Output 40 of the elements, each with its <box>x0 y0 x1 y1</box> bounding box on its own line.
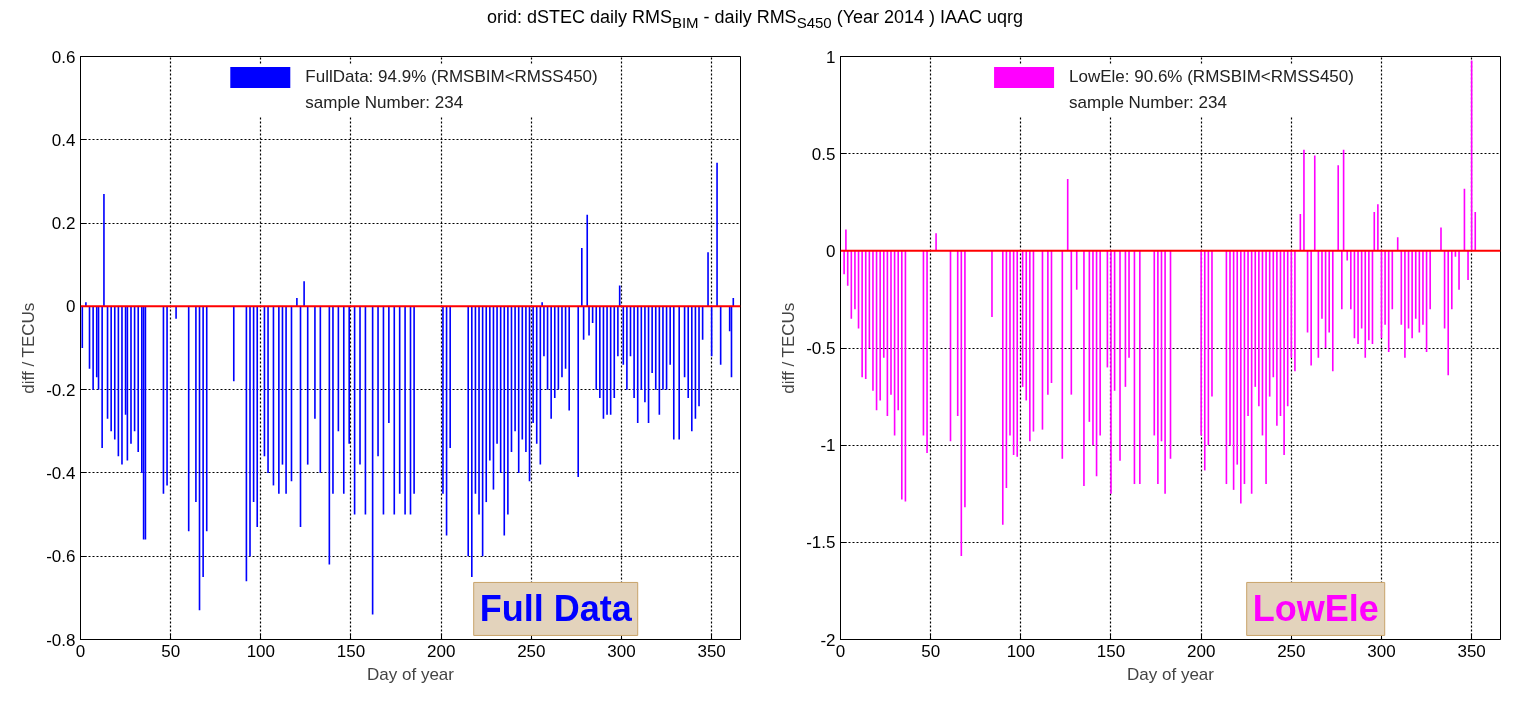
x-axis-title: Day of year <box>367 664 455 684</box>
x-tick-label: 300 <box>1367 641 1396 661</box>
y-tick-label: 0 <box>826 241 836 261</box>
annotation: sample Number: 234 <box>1069 92 1227 114</box>
y-axis-title: diff / TECUs <box>779 302 799 394</box>
x-tick-label: 200 <box>1186 641 1216 661</box>
y-tick-label: -2 <box>820 630 836 650</box>
y-tick-label: 0.2 <box>51 214 76 234</box>
x-tick-label: 150 <box>336 641 366 661</box>
x-tick-label: 250 <box>517 641 546 661</box>
y-tick-label: 0.6 <box>51 47 76 67</box>
y-tick-label: 0.4 <box>51 130 76 150</box>
legend-label: LowEle: 90.6% (RMSBIM<RMSS450) <box>1069 66 1354 88</box>
x-tick-label: 50 <box>921 641 941 661</box>
x-axis-title: Day of year <box>1127 664 1215 684</box>
x-tick-label: 200 <box>426 641 456 661</box>
annotation: sample Number: 234 <box>305 92 464 114</box>
annotation: LowEle <box>1252 588 1379 630</box>
y-axis-title: diff / TECUs <box>19 302 39 394</box>
annotation: Full Data <box>479 588 633 630</box>
x-tick-label: 100 <box>1006 641 1036 661</box>
x-tick-label: 250 <box>1277 641 1306 661</box>
y-tick-label: -0.2 <box>46 380 76 400</box>
x-tick-label: 150 <box>1096 641 1126 661</box>
y-tick-label: -0.6 <box>46 547 76 567</box>
y-tick-label: -1 <box>820 436 836 456</box>
x-tick-label: 350 <box>1457 641 1486 661</box>
x-tick-label: 100 <box>246 641 276 661</box>
y-tick-label: 1 <box>826 47 836 67</box>
y-tick-label: -0.5 <box>806 339 836 358</box>
x-tick-label: 350 <box>697 641 726 661</box>
x-tick-label: 50 <box>161 641 181 661</box>
x-tick-label: 300 <box>607 641 636 661</box>
chart-title: orid: dSTEC daily RMS$_{BIM}$ - daily RMS$_{S450}$ (Year 2014 ) IAAC uqrg <box>485 6 1025 33</box>
y-tick-label: 0.5 <box>811 144 836 164</box>
y-tick-label: 0 <box>66 297 76 317</box>
legend-label: FullData: 94.9% (RMSBIM<RMSS450) <box>305 66 598 88</box>
y-tick-label: -0.4 <box>46 463 76 483</box>
y-tick-label: -0.8 <box>46 630 76 650</box>
y-tick-label: -1.5 <box>806 533 836 553</box>
